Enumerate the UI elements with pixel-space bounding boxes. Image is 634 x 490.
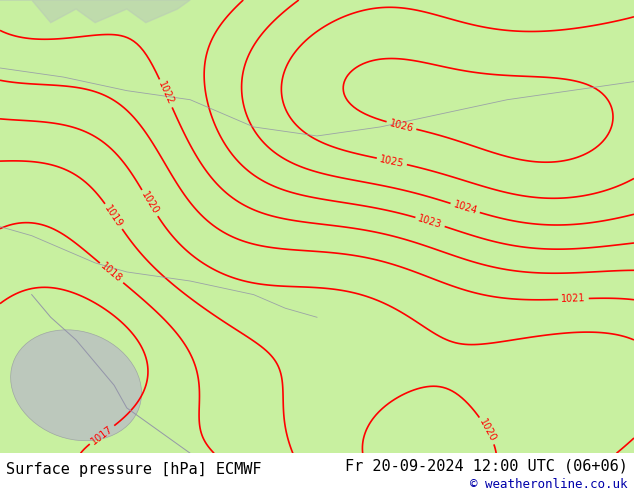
Text: 1020: 1020 [139, 190, 160, 216]
Text: 1019: 1019 [103, 203, 125, 229]
Text: Surface pressure [hPa] ECMWF: Surface pressure [hPa] ECMWF [6, 462, 262, 477]
Text: 1017: 1017 [89, 423, 115, 446]
Text: 1022: 1022 [156, 80, 176, 107]
Text: 1023: 1023 [417, 213, 443, 230]
Text: 1024: 1024 [452, 199, 479, 217]
Ellipse shape [11, 330, 141, 441]
Text: 1018: 1018 [99, 261, 124, 285]
Text: 1021: 1021 [561, 294, 586, 304]
Text: 1020: 1020 [477, 417, 498, 443]
Polygon shape [0, 0, 190, 23]
Text: 1025: 1025 [378, 154, 405, 169]
Text: Fr 20-09-2024 12:00 UTC (06+06): Fr 20-09-2024 12:00 UTC (06+06) [345, 459, 628, 474]
Text: 1026: 1026 [388, 118, 415, 133]
Text: © weatheronline.co.uk: © weatheronline.co.uk [470, 478, 628, 490]
